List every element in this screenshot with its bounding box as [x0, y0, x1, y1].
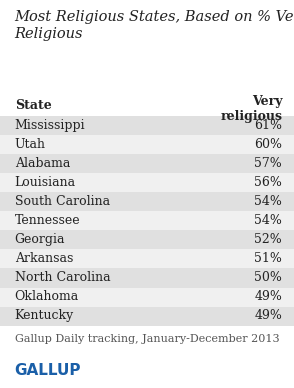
Text: Georgia: Georgia: [15, 233, 65, 246]
Text: 60%: 60%: [254, 138, 282, 151]
Text: Kentucky: Kentucky: [15, 309, 74, 322]
Text: Tennessee: Tennessee: [15, 214, 80, 227]
Text: 50%: 50%: [254, 271, 282, 284]
Text: Very
religious: Very religious: [220, 95, 282, 123]
Text: North Carolina: North Carolina: [15, 271, 110, 284]
Text: Most Religious States, Based on % Very
Religious: Most Religious States, Based on % Very R…: [15, 10, 294, 41]
Text: 61%: 61%: [254, 119, 282, 132]
Text: 52%: 52%: [255, 233, 282, 246]
Text: 49%: 49%: [254, 290, 282, 303]
Text: Mississippi: Mississippi: [15, 119, 85, 132]
Text: South Carolina: South Carolina: [15, 195, 110, 208]
Text: State: State: [15, 99, 51, 112]
Text: Oklahoma: Oklahoma: [15, 290, 79, 303]
Text: Alabama: Alabama: [15, 157, 70, 170]
Text: Utah: Utah: [15, 138, 46, 151]
Text: 49%: 49%: [254, 309, 282, 322]
Text: GALLUP: GALLUP: [15, 363, 81, 378]
Text: 54%: 54%: [254, 214, 282, 227]
Text: Gallup Daily tracking, January-December 2013: Gallup Daily tracking, January-December …: [15, 334, 279, 344]
Text: Arkansas: Arkansas: [15, 252, 73, 265]
Text: 57%: 57%: [255, 157, 282, 170]
Text: 54%: 54%: [254, 195, 282, 208]
Text: 56%: 56%: [254, 176, 282, 189]
Text: Louisiana: Louisiana: [15, 176, 76, 189]
Text: 51%: 51%: [254, 252, 282, 265]
